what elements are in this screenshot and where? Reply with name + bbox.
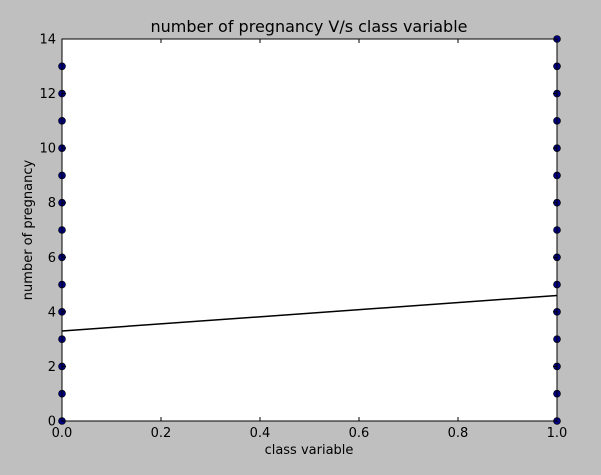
y-tick-label: 14 [39,33,56,48]
plot-layer: 0.0 0.2 0.4 0.6 0.8 1.0 0 2 4 6 8 10 12 14 [39,33,567,442]
x-tick-label: 0.8 [448,426,469,441]
x-tick-label: 0.4 [250,426,271,441]
x-axis: 0.0 0.2 0.4 0.6 0.8 1.0 [52,39,568,441]
annotation-layer: number of pregnancy V/s class variable c… [21,17,467,458]
plot-area-background [62,39,557,421]
x-axis-label: class variable [265,443,354,458]
y-tick-label: 10 [39,142,56,157]
y-tick-label: 12 [39,87,56,102]
y-tick-label: 4 [48,305,56,320]
x-tick-label: 1.0 [547,426,568,441]
x-tick-label: 0.6 [349,426,370,441]
y-axis: 0 2 4 6 8 10 12 14 [39,33,557,430]
plot-frame [61,38,558,422]
x-tick-label: 0.0 [52,426,73,441]
y-tick-label: 0 [48,415,56,430]
y-axis-label: number of pregnancy [21,160,36,301]
y-tick-label: 6 [48,251,56,266]
y-tick-label: 2 [48,360,56,375]
chart-title: number of pregnancy V/s class variable [151,17,468,36]
regression-line [61,294,558,332]
x-tick-label: 0.2 [151,426,172,441]
y-tick-label: 8 [48,196,56,211]
